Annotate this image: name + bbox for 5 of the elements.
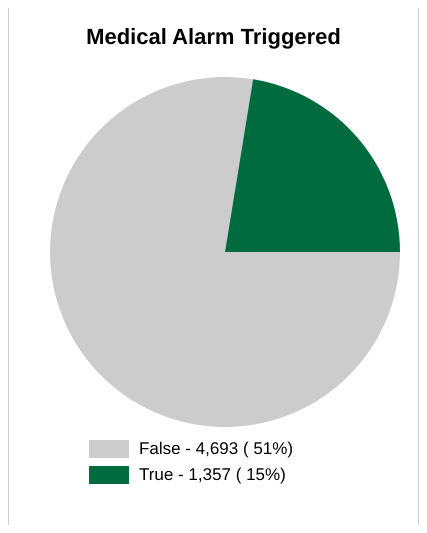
- pie-slice: [50, 77, 400, 427]
- legend-label: False - 4,693 ( 51%): [139, 439, 294, 459]
- pie-slice: [225, 79, 400, 252]
- chart-title: Medical Alarm Triggered: [85, 23, 342, 51]
- legend-label: True - 1,357 ( 15%): [139, 465, 286, 485]
